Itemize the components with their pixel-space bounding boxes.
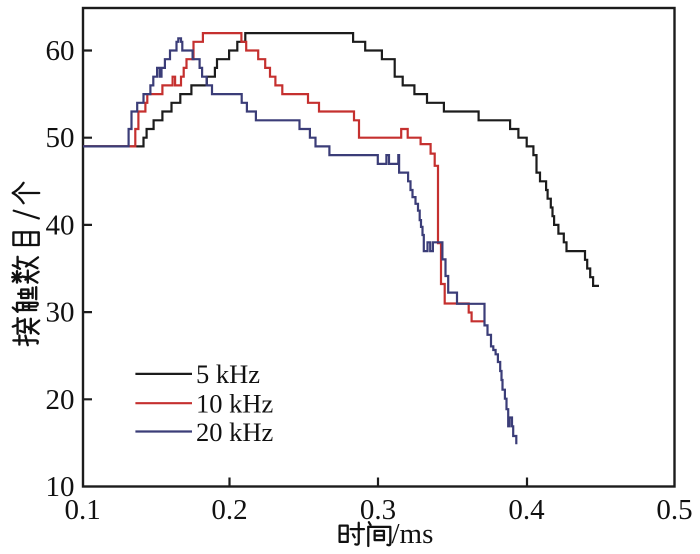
svg-text:/ms: /ms xyxy=(392,518,434,550)
svg-text:60: 60 xyxy=(46,35,75,67)
svg-text:10 kHz: 10 kHz xyxy=(196,388,274,418)
svg-text:0.3: 0.3 xyxy=(360,494,396,526)
svg-text:0.4: 0.4 xyxy=(508,494,545,526)
svg-text:0.5: 0.5 xyxy=(656,494,692,526)
svg-text:5 kHz: 5 kHz xyxy=(196,359,260,389)
svg-text:0.1: 0.1 xyxy=(64,494,100,526)
svg-text:20: 20 xyxy=(46,384,75,416)
svg-text:40: 40 xyxy=(46,209,75,241)
svg-text:20 kHz: 20 kHz xyxy=(196,417,274,447)
svg-text:10: 10 xyxy=(46,471,75,503)
svg-text:30: 30 xyxy=(46,297,75,329)
svg-text:0.2: 0.2 xyxy=(211,494,247,526)
svg-text:50: 50 xyxy=(46,122,75,154)
